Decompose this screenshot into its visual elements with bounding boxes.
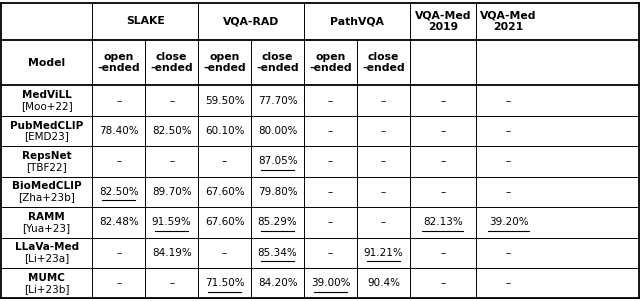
Text: 71.50%: 71.50% — [205, 278, 244, 288]
Text: 90.4%: 90.4% — [367, 278, 400, 288]
Text: –: – — [328, 217, 333, 227]
Text: 39.20%: 39.20% — [489, 217, 529, 227]
Text: 82.50%: 82.50% — [152, 126, 191, 136]
Text: VQA-RAD: VQA-RAD — [223, 16, 279, 26]
Text: –: – — [506, 187, 511, 197]
Text: –: – — [381, 96, 386, 106]
Text: –: – — [222, 248, 227, 258]
Text: –: – — [506, 96, 511, 106]
Text: –: – — [506, 248, 511, 258]
Text: MUMC: MUMC — [28, 273, 65, 283]
Text: 78.40%: 78.40% — [99, 126, 138, 136]
Text: –: – — [328, 126, 333, 136]
Text: –: – — [328, 96, 333, 106]
Text: –: – — [440, 248, 445, 258]
Text: Model: Model — [28, 57, 65, 67]
Text: [Yua+23]: [Yua+23] — [22, 223, 70, 233]
Text: –: – — [116, 248, 122, 258]
Text: –: – — [116, 157, 122, 166]
Text: 89.70%: 89.70% — [152, 187, 191, 197]
Text: –: – — [169, 157, 174, 166]
Text: 67.60%: 67.60% — [205, 187, 244, 197]
Text: 67.60%: 67.60% — [205, 217, 244, 227]
Text: PubMedCLIP: PubMedCLIP — [10, 121, 83, 131]
Text: –: – — [381, 157, 386, 166]
Text: LLaVa-Med: LLaVa-Med — [15, 242, 79, 252]
Text: 77.70%: 77.70% — [258, 96, 298, 106]
Text: [Zha+23b]: [Zha+23b] — [18, 192, 75, 202]
Text: 85.34%: 85.34% — [258, 248, 298, 258]
Text: –: – — [440, 126, 445, 136]
Text: MedViLL: MedViLL — [22, 90, 72, 100]
Text: –: – — [381, 126, 386, 136]
Text: 84.20%: 84.20% — [258, 278, 298, 288]
Text: –: – — [440, 187, 445, 197]
Text: –: – — [440, 278, 445, 288]
Text: –: – — [328, 187, 333, 197]
Text: –: – — [506, 126, 511, 136]
Text: RepsNet: RepsNet — [22, 151, 72, 161]
Text: –: – — [169, 96, 174, 106]
Text: –: – — [440, 96, 445, 106]
Text: 82.13%: 82.13% — [423, 217, 463, 227]
Text: open
-ended: open -ended — [204, 52, 246, 73]
Text: [Moo+22]: [Moo+22] — [20, 101, 72, 111]
Text: [Li+23b]: [Li+23b] — [24, 284, 69, 294]
Text: [TBF22]: [TBF22] — [26, 162, 67, 172]
Text: –: – — [506, 157, 511, 166]
Text: –: – — [328, 248, 333, 258]
Text: PathVQA: PathVQA — [330, 16, 384, 26]
Text: SLAKE: SLAKE — [126, 16, 164, 26]
Text: 91.21%: 91.21% — [364, 248, 403, 258]
Text: open
-ended: open -ended — [309, 52, 352, 73]
Text: RAMM: RAMM — [28, 212, 65, 222]
Text: close
-ended: close -ended — [362, 52, 404, 73]
Text: 60.10%: 60.10% — [205, 126, 244, 136]
Text: [Li+23a]: [Li+23a] — [24, 253, 69, 263]
Text: –: – — [381, 187, 386, 197]
Text: close
-ended: close -ended — [256, 52, 299, 73]
Text: 39.00%: 39.00% — [311, 278, 350, 288]
Text: [EMD23]: [EMD23] — [24, 132, 69, 141]
Text: –: – — [328, 157, 333, 166]
Text: 82.50%: 82.50% — [99, 187, 138, 197]
Text: 82.48%: 82.48% — [99, 217, 139, 227]
Text: –: – — [116, 278, 122, 288]
Text: –: – — [381, 217, 386, 227]
Text: 91.59%: 91.59% — [152, 217, 191, 227]
Text: VQA-Med
2021: VQA-Med 2021 — [480, 10, 537, 32]
Text: 80.00%: 80.00% — [258, 126, 297, 136]
Text: 59.50%: 59.50% — [205, 96, 244, 106]
Text: 87.05%: 87.05% — [258, 157, 298, 166]
Text: –: – — [222, 157, 227, 166]
Text: VQA-Med
2019: VQA-Med 2019 — [415, 10, 471, 32]
Text: BioMedCLIP: BioMedCLIP — [12, 182, 81, 191]
Text: close
-ended: close -ended — [150, 52, 193, 73]
Text: open
-ended: open -ended — [97, 52, 140, 73]
Text: 79.80%: 79.80% — [258, 187, 298, 197]
Text: –: – — [169, 278, 174, 288]
Text: 84.19%: 84.19% — [152, 248, 191, 258]
Text: –: – — [440, 157, 445, 166]
Text: –: – — [506, 278, 511, 288]
Text: 85.29%: 85.29% — [258, 217, 298, 227]
Text: –: – — [116, 96, 122, 106]
